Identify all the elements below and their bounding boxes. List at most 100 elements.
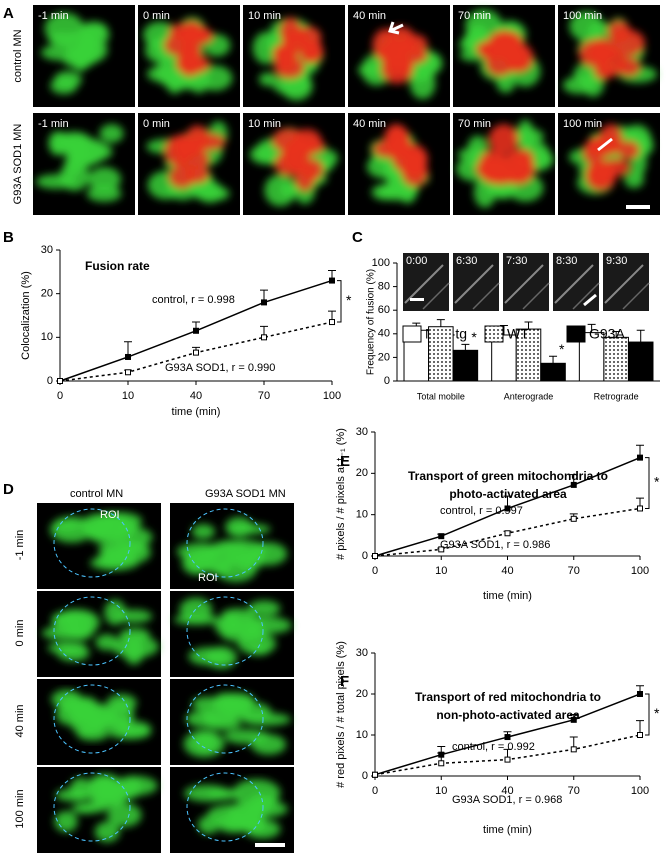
x-tick-label: 10	[122, 390, 134, 402]
y-tick-label: 0	[47, 375, 53, 387]
blob	[206, 646, 238, 669]
blob-red	[488, 124, 519, 154]
x-tick-label: 40	[190, 390, 202, 402]
axon	[454, 264, 494, 304]
roi-label: ROI	[198, 572, 218, 584]
x-tick-label: 100	[631, 565, 649, 577]
blob	[48, 131, 68, 156]
x-tick-label: 40	[501, 785, 513, 797]
marker	[570, 746, 577, 753]
mitochondria	[458, 9, 541, 93]
blob-red	[274, 56, 305, 79]
blob-red	[274, 151, 304, 176]
y-tick-label: 10	[41, 331, 53, 343]
x-tick-label: 100	[631, 785, 649, 797]
blob	[123, 639, 144, 665]
time-label: 9:30	[606, 255, 627, 267]
roi	[53, 596, 131, 666]
mitochondria	[35, 124, 124, 202]
time-label: 70 min	[458, 10, 491, 22]
arrow	[583, 293, 597, 307]
time-label: 100 min	[563, 10, 602, 22]
blob-red	[510, 159, 532, 184]
y-tick-label: 10	[356, 729, 368, 741]
axon	[572, 282, 600, 310]
mitochondria	[357, 26, 443, 100]
y-tick-label: 30	[356, 647, 368, 659]
blob	[53, 611, 97, 623]
y-tick-label: 20	[356, 688, 368, 700]
blob	[99, 124, 124, 143]
significance: *	[471, 329, 477, 345]
roi-label: ROI	[100, 509, 120, 521]
blob	[516, 119, 534, 151]
row-label: control MN	[12, 29, 24, 82]
marker	[504, 530, 511, 537]
blob	[60, 695, 84, 714]
micrograph	[348, 5, 450, 107]
mitochondria	[249, 127, 339, 207]
marker	[329, 319, 335, 326]
marker	[504, 505, 511, 512]
blob	[219, 539, 268, 560]
marker	[570, 716, 577, 723]
significance: *	[654, 705, 660, 721]
row-label: 0 min	[14, 620, 26, 647]
series-label: control, r = 0.992	[452, 741, 535, 753]
y-tick-label: 60	[378, 304, 390, 316]
marker	[438, 546, 445, 553]
blob	[184, 784, 230, 802]
legend-swatch	[402, 325, 422, 343]
x-tick-label: 10	[435, 565, 447, 577]
blob	[70, 711, 107, 736]
mitochondria	[54, 773, 158, 843]
blob	[191, 696, 222, 712]
axon	[604, 264, 644, 304]
blob	[245, 816, 267, 833]
blob	[206, 186, 230, 201]
legend-label: WT	[507, 326, 529, 342]
blob	[569, 11, 604, 42]
blob-red	[492, 30, 514, 54]
x-axis-label: time (min)	[483, 590, 532, 602]
significance: *	[654, 474, 660, 490]
y-tick-label: 20	[356, 467, 368, 479]
error-bar	[549, 355, 558, 364]
blob-red	[301, 158, 324, 181]
time-label: 8:30	[556, 255, 577, 267]
blob	[223, 729, 270, 745]
axon	[472, 282, 500, 310]
y-tick-label: 0	[384, 375, 390, 387]
time-label: 40 min	[353, 118, 386, 130]
blob	[115, 609, 153, 624]
mitochondria	[146, 121, 230, 204]
panel-label: A	[3, 5, 14, 22]
bar	[515, 328, 542, 382]
blob	[204, 716, 242, 731]
panel-label: E	[340, 453, 350, 470]
x-axis-label: time (min)	[172, 406, 221, 418]
error-bar	[636, 329, 645, 343]
blob-red	[607, 20, 631, 42]
bar	[491, 334, 517, 382]
row-label: G93A SOD1 MN	[12, 124, 24, 205]
blob-red	[185, 164, 210, 184]
axon	[554, 264, 594, 304]
chart-title: Fusion rate	[85, 259, 150, 273]
blob	[247, 644, 271, 656]
blob	[48, 32, 76, 47]
mitochondria	[49, 512, 153, 571]
sig-bracket	[337, 280, 342, 323]
series-label: G93A SOD1, r = 0.990	[165, 362, 275, 374]
time-label: 0 min	[143, 118, 170, 130]
blob-red	[191, 133, 226, 151]
blob	[216, 692, 256, 709]
blob	[183, 730, 225, 758]
mitochondria	[184, 779, 288, 839]
time-label: -1 min	[38, 118, 69, 130]
mitochondria	[41, 599, 159, 665]
marker	[637, 454, 643, 461]
y-tick-label: 20	[378, 351, 390, 363]
arrow	[388, 21, 404, 35]
blob-red	[504, 44, 529, 73]
